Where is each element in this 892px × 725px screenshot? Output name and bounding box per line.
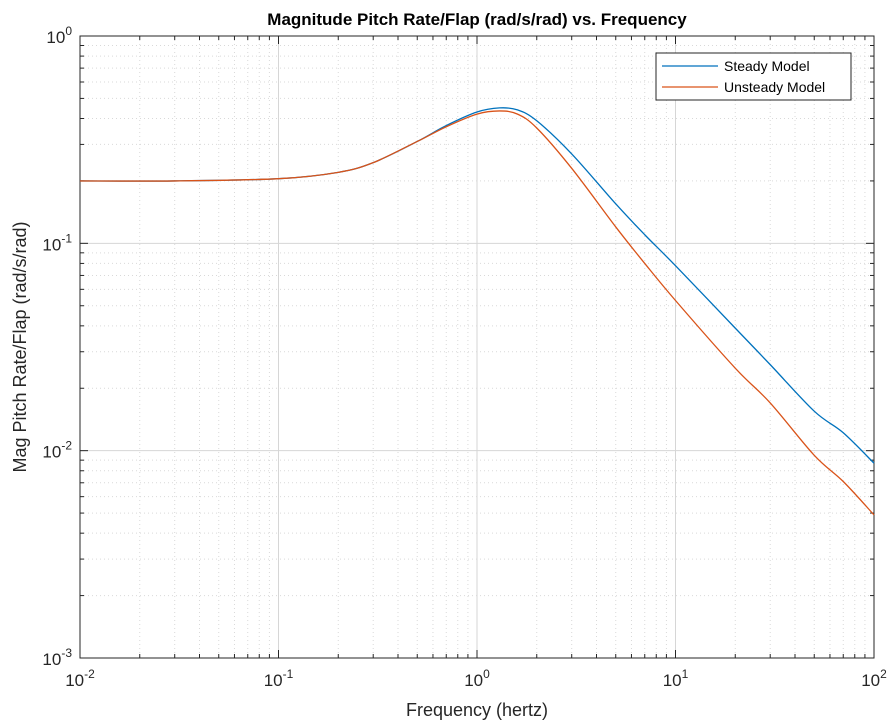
y-tick-label-exponent: -1 (61, 231, 72, 245)
y-axis-label: Mag Pitch Rate/Flap (rad/s/rad) (10, 221, 30, 472)
y-tick-label-base: 10 (42, 443, 61, 462)
y-tick-label-base: 10 (42, 235, 61, 254)
y-tick-label: 10-1 (42, 231, 72, 254)
x-tick-label-exponent: 2 (880, 667, 887, 681)
x-tick-label-base: 10 (65, 671, 84, 690)
series-line-unsteady-model (79, 110, 875, 516)
x-tick-label-exponent: 1 (682, 667, 689, 681)
legend-entry-steady-model: Steady Model (724, 58, 810, 74)
legend-box (655, 52, 852, 101)
x-tick-label-base: 10 (464, 671, 483, 690)
chart-title: Magnitude Pitch Rate/Flap (rad/s/rad) vs… (267, 10, 687, 29)
y-tick-label-base: 10 (42, 650, 61, 669)
y-tick-label: 100 (46, 24, 72, 47)
x-tick-label-exponent: 0 (483, 667, 490, 681)
legend-entry-unsteady-model: Unsteady Model (724, 79, 825, 95)
y-tick-label-exponent: -3 (61, 646, 72, 660)
x-tick-label-exponent: -2 (84, 667, 95, 681)
x-tick-label: 100 (464, 667, 490, 690)
x-tick-label: 10-1 (264, 667, 294, 690)
y-tick-label: 10-3 (42, 646, 72, 669)
y-tick-label-base: 10 (46, 28, 65, 47)
y-tick-label: 10-2 (42, 439, 72, 462)
series-lines (79, 107, 875, 516)
legend: Steady Model Unsteady Model (655, 52, 852, 101)
x-tick-label-base: 10 (663, 671, 682, 690)
x-tick-label-base: 10 (264, 671, 283, 690)
x-tick-label-base: 10 (861, 671, 880, 690)
x-tick-label: 101 (663, 667, 689, 690)
x-tick-label: 102 (861, 667, 887, 690)
y-tick-label-exponent: -2 (61, 439, 72, 453)
x-tick-label-exponent: -1 (283, 667, 294, 681)
x-tick-label: 10-2 (65, 667, 95, 690)
x-axis-label: Frequency (hertz) (406, 700, 548, 720)
y-tick-label-exponent: 0 (65, 24, 72, 38)
